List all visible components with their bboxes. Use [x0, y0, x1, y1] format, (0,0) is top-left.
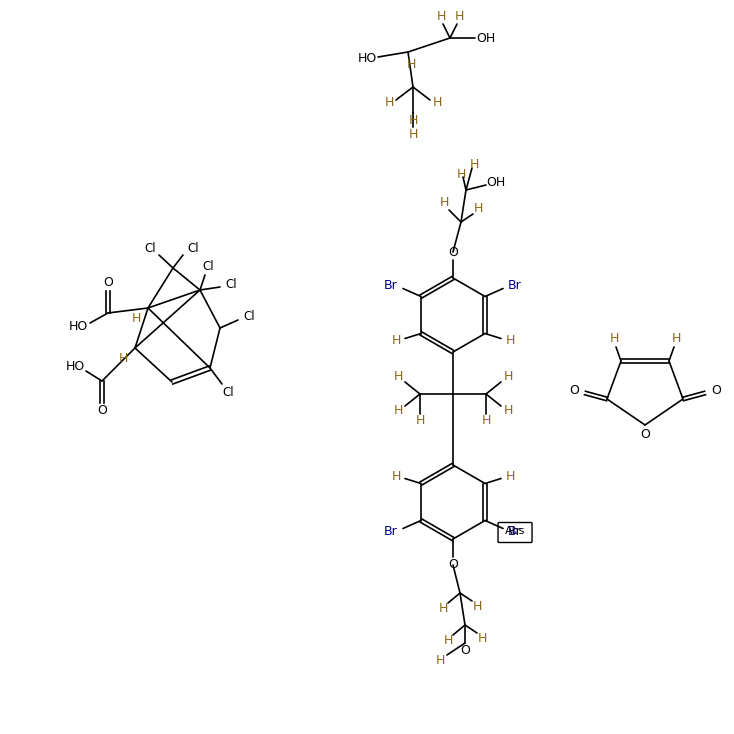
Text: Cl: Cl	[222, 385, 234, 399]
Text: H: H	[443, 634, 453, 647]
Text: H: H	[609, 333, 619, 346]
Text: H: H	[504, 371, 512, 383]
Text: O: O	[460, 644, 470, 658]
Text: Abs: Abs	[505, 526, 526, 537]
Text: H: H	[391, 334, 401, 347]
Text: Cl: Cl	[225, 278, 237, 291]
Text: H: H	[118, 352, 128, 366]
Text: Br: Br	[508, 279, 522, 292]
Text: Cl: Cl	[243, 310, 255, 322]
Text: Cl: Cl	[202, 261, 214, 274]
Text: H: H	[477, 631, 487, 644]
Text: H: H	[432, 96, 442, 109]
Text: H: H	[407, 59, 415, 71]
Text: O: O	[103, 277, 113, 289]
Text: H: H	[482, 415, 491, 427]
Text: OH: OH	[476, 32, 495, 45]
Text: H: H	[473, 203, 483, 216]
Text: H: H	[440, 197, 448, 209]
Text: H: H	[408, 114, 418, 126]
Text: H: H	[457, 167, 465, 181]
Text: HO: HO	[68, 321, 87, 333]
Text: H: H	[415, 415, 425, 427]
Text: O: O	[711, 385, 721, 398]
Text: Br: Br	[508, 525, 522, 538]
Text: O: O	[448, 245, 458, 258]
Text: H: H	[393, 404, 403, 418]
Text: H: H	[505, 334, 515, 347]
Text: O: O	[640, 429, 650, 441]
Text: H: H	[472, 600, 482, 612]
Text: O: O	[97, 404, 107, 418]
FancyBboxPatch shape	[498, 523, 532, 542]
Text: O: O	[569, 385, 579, 398]
Text: H: H	[385, 96, 393, 109]
Text: H: H	[438, 603, 448, 616]
Text: H: H	[454, 10, 464, 23]
Text: Br: Br	[384, 525, 398, 538]
Text: H: H	[504, 404, 512, 418]
Text: H: H	[469, 158, 479, 170]
Text: H: H	[408, 128, 418, 140]
Text: H: H	[393, 371, 403, 383]
Text: Br: Br	[384, 279, 398, 292]
Text: H: H	[391, 470, 401, 483]
Text: O: O	[448, 559, 458, 572]
Text: Cl: Cl	[187, 241, 199, 255]
Text: HO: HO	[65, 360, 84, 374]
Text: H: H	[672, 333, 680, 346]
Text: Cl: Cl	[144, 241, 156, 255]
Text: H: H	[505, 470, 515, 483]
Text: H: H	[131, 313, 141, 325]
Text: OH: OH	[487, 176, 506, 189]
Text: H: H	[435, 655, 445, 667]
Text: H: H	[436, 10, 446, 23]
Text: HO: HO	[357, 53, 377, 65]
